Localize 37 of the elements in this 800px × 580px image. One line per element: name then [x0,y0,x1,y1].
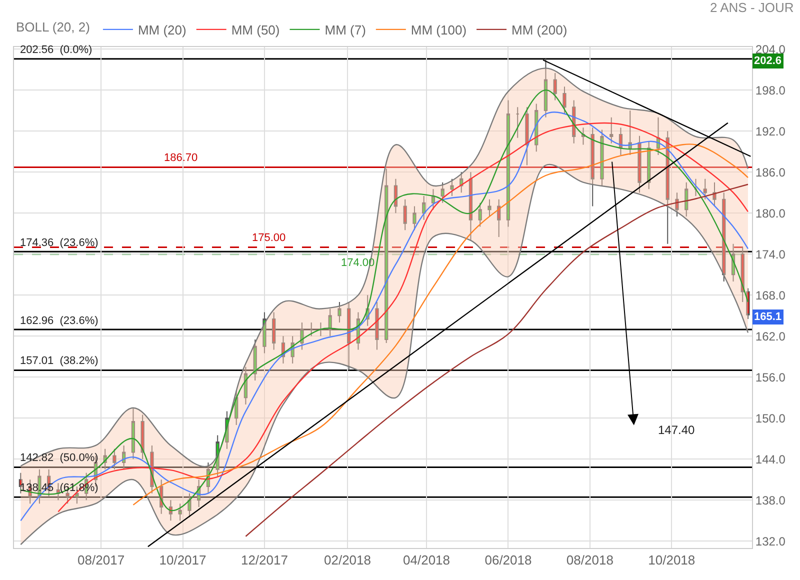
ref-line-label: 202.56 (0.0%) [20,44,92,56]
ref-line-label: 162.96 (23.6%) [20,315,98,327]
y-tick-label: 138.0 [755,493,786,508]
legend-label: MM (200) [512,22,568,38]
legend-title: BOLL (20, 2) [16,19,90,34]
chart-subtitle: 2 ANS - JOUR [710,0,794,15]
y-tick-label: 168.0 [755,288,786,302]
text: 165.1 [754,311,782,323]
y-tick-label: 150.0 [755,411,786,426]
legend-label: MM (20) [138,22,186,38]
y-tick-label: 192.0 [755,124,786,138]
y-tick-label: 156.0 [755,370,786,384]
y-tick-label: 132.0 [755,534,786,548]
annotation: 147.40 [658,423,696,437]
x-tick-label: 10/2018 [648,552,696,568]
legend-label: MM (7) [324,22,366,38]
ref-line-label: 157.01 (38.2%) [20,355,98,367]
x-tick-label: 04/2018 [403,552,450,568]
y-tick-label: 198.0 [755,83,786,98]
legend-label: MM (100) [410,22,467,38]
x-tick-label: 06/2018 [484,552,532,568]
x-tick-label: 08/2018 [566,552,614,568]
x-tick-label: 12/2017 [240,552,288,568]
x-tick-label: 10/2017 [159,552,206,568]
x-tick-label: 02/2018 [324,552,372,568]
ref-line-label: 175.00 [252,232,286,244]
y-tick-label: 204.0 [755,42,786,56]
ref-line-label: 174.36 (23.6%) [20,237,98,249]
y-tick-label: 162.0 [755,329,786,344]
y-tick-label: 174.0 [755,247,786,262]
y-tick-label: 180.0 [755,206,786,220]
y-tick-label: 186.0 [755,165,786,180]
text: 202.6 [754,55,782,67]
y-tick-label: 144.0 [755,452,786,466]
legend-label: MM (50) [231,22,280,38]
ref-line-label: 186.70 [164,152,198,164]
x-tick-label: 08/2017 [78,552,125,568]
